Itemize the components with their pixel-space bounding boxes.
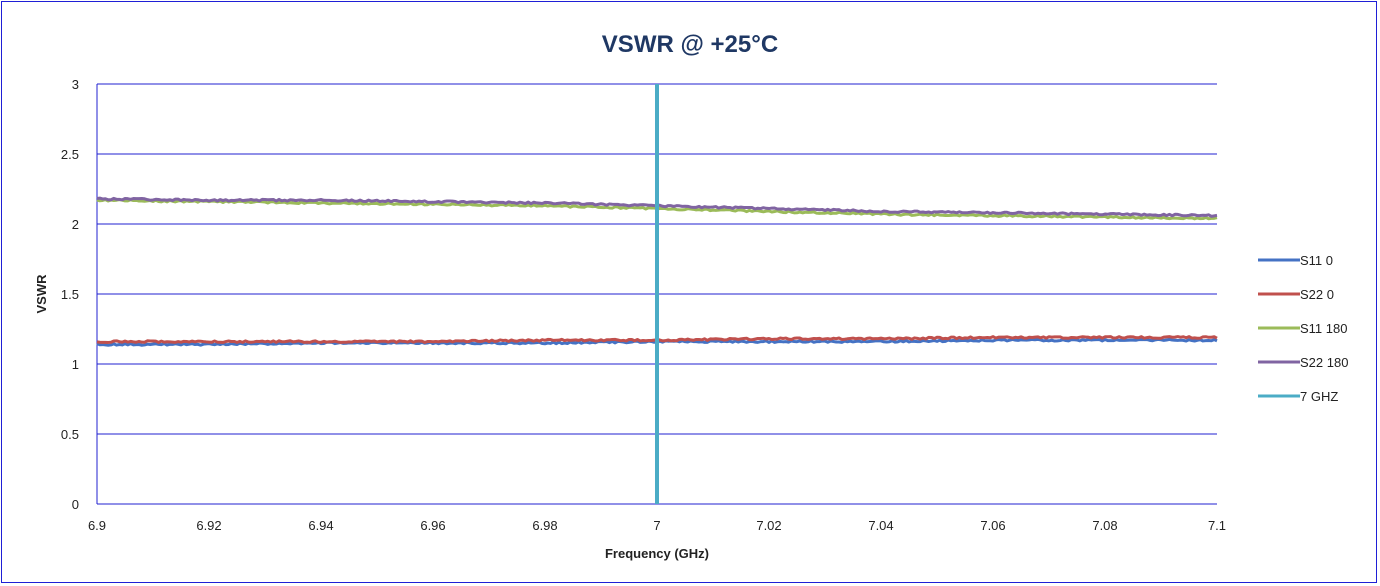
x-axis-title: Frequency (GHz) xyxy=(605,546,709,561)
chart-title: VSWR @ +25°C xyxy=(602,31,778,58)
x-tick-label: 7.04 xyxy=(868,518,893,533)
x-tick-label: 6.98 xyxy=(532,518,557,533)
x-tick-label: 6.92 xyxy=(196,518,221,533)
legend-label: S11 0 xyxy=(1300,253,1333,268)
x-tick-label: 6.96 xyxy=(420,518,445,533)
legend-label: S22 180 xyxy=(1300,355,1348,370)
y-tick-label: 1.5 xyxy=(61,287,79,302)
y-tick-label: 0 xyxy=(72,497,79,512)
y-tick-label: 0.5 xyxy=(61,427,79,442)
x-tick-label: 7.08 xyxy=(1092,518,1117,533)
legend: S11 0 S22 0 S11 180 S22 180 7 GHZ xyxy=(1258,253,1348,404)
y-tick-labels: 0 0.5 1 1.5 2 2.5 3 xyxy=(61,77,79,512)
y-tick-label: 2.5 xyxy=(61,147,79,162)
x-tick-label: 7.06 xyxy=(980,518,1005,533)
legend-label: S11 180 xyxy=(1300,321,1347,336)
x-tick-label: 7.1 xyxy=(1208,518,1226,533)
x-tick-label: 7 xyxy=(653,518,660,533)
x-tick-label: 6.9 xyxy=(88,518,106,533)
legend-label: 7 GHZ xyxy=(1300,389,1338,404)
x-tick-labels: 6.9 6.92 6.94 6.96 6.98 7 7.02 7.04 7.06 7.08 7.1 xyxy=(88,518,1226,533)
x-tick-label: 7.02 xyxy=(756,518,781,533)
series-layer xyxy=(96,84,1218,504)
y-axis-title: VSWR xyxy=(34,274,49,314)
y-tick-label: 1 xyxy=(72,357,79,372)
y-tick-label: 3 xyxy=(72,77,79,92)
x-tick-label: 6.94 xyxy=(308,518,333,533)
legend-label: S22 0 xyxy=(1300,287,1334,302)
y-tick-label: 2 xyxy=(72,217,79,232)
